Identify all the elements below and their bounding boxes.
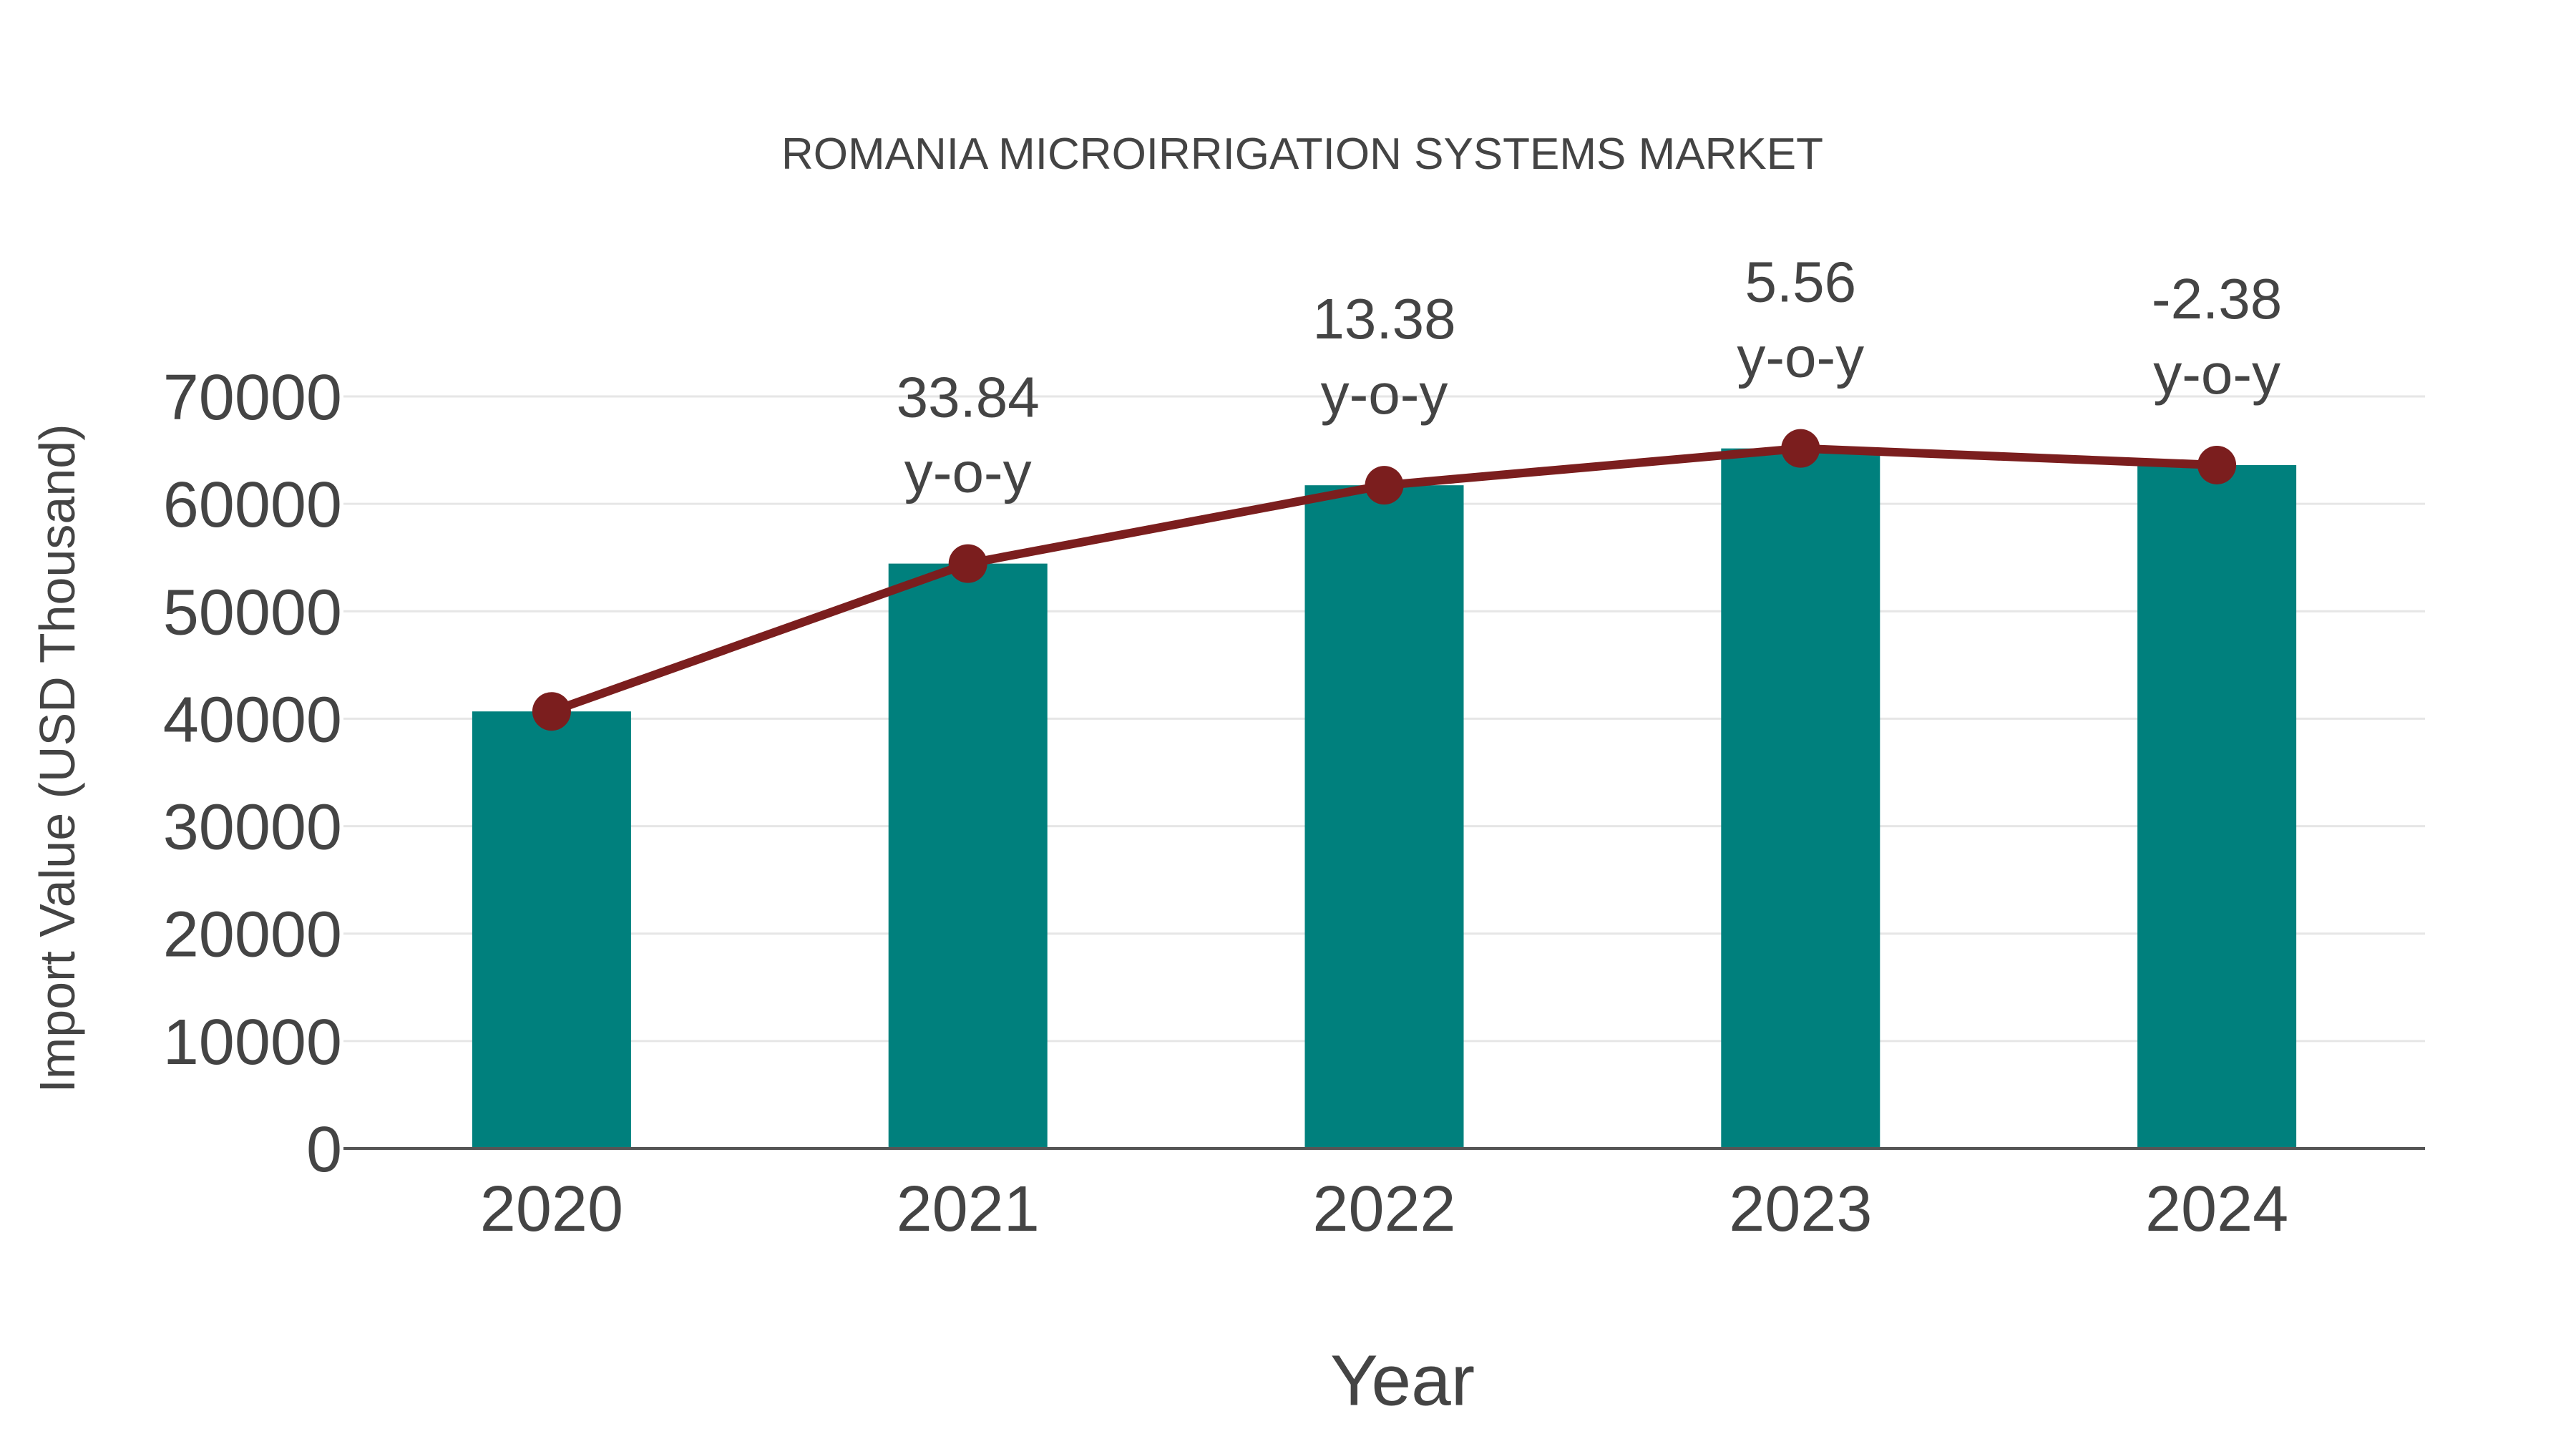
- y-tick-label: 30000: [163, 792, 342, 864]
- bar-series: [472, 448, 2297, 1148]
- y-tick-label: 40000: [163, 684, 342, 756]
- x-axis-label: Year: [1330, 1340, 1475, 1421]
- yoy-value: -2.38: [2152, 267, 2282, 331]
- x-tick-label: 2023: [1729, 1174, 1872, 1245]
- x-tick-label: 2020: [480, 1174, 623, 1245]
- yoy-annotations: 33.84 y-o-y 13.38 y-o-y 5.56 y-o-y -2.38 y-o-y: [897, 250, 2283, 504]
- trend-line-series: [532, 429, 2237, 731]
- x-tick-label: 2021: [897, 1174, 1040, 1245]
- data-point-marker: [1365, 466, 1404, 505]
- bar: [1721, 448, 1880, 1148]
- bar: [1304, 485, 1464, 1148]
- yoy-unit: y-o-y: [1737, 326, 1864, 389]
- data-point-marker: [948, 544, 987, 583]
- x-axis-ticks: 2020 2021 2022 2023 2024: [480, 1174, 2288, 1245]
- data-point-marker: [2197, 445, 2237, 484]
- bar: [2137, 464, 2297, 1148]
- bar: [888, 563, 1048, 1148]
- y-tick-label: 20000: [163, 899, 342, 971]
- y-tick-label: 50000: [163, 577, 342, 648]
- yoy-unit: y-o-y: [1321, 362, 1448, 426]
- data-point-marker: [1781, 429, 1820, 468]
- y-tick-label: 10000: [163, 1007, 342, 1078]
- y-tick-label: 0: [306, 1114, 342, 1186]
- yoy-unit: y-o-y: [904, 441, 1032, 504]
- y-tick-label: 60000: [163, 469, 342, 541]
- yoy-value: 13.38: [1312, 287, 1455, 351]
- y-axis-ticks: 0 10000 20000 30000 40000 50000 60000 70000: [163, 362, 342, 1186]
- x-tick-label: 2024: [2145, 1174, 2288, 1245]
- yoy-value: 33.84: [897, 366, 1040, 429]
- yoy-unit: y-o-y: [2153, 342, 2280, 406]
- yoy-value: 5.56: [1745, 250, 1856, 314]
- data-point-marker: [532, 692, 571, 731]
- x-tick-label: 2022: [1312, 1174, 1455, 1245]
- y-tick-label: 70000: [163, 362, 342, 434]
- chart-title: ROMANIA MICROIRRIGATION SYSTEMS MARKET: [781, 130, 1823, 179]
- bar: [472, 711, 631, 1148]
